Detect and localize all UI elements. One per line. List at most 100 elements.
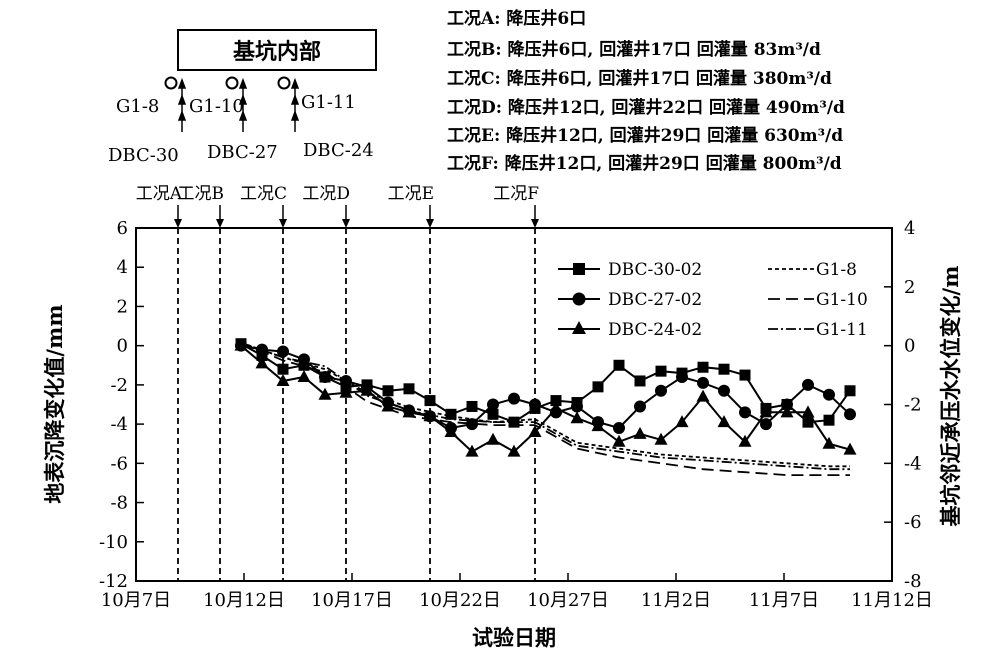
point-dbc-30-02 — [550, 395, 562, 407]
point-dbc-24-02 — [276, 373, 290, 386]
point-dbc-24-02 — [570, 411, 584, 424]
point-dbc-27-02 — [676, 371, 688, 384]
point-dbc-24-02 — [255, 356, 269, 369]
y2-axis-title: 基坑邻近承压水水位变化/m — [938, 266, 963, 527]
series-line-dbc-30-02 — [240, 342, 851, 424]
point-dbc-24-02 — [717, 415, 731, 428]
point-dbc-24-02 — [486, 432, 500, 445]
condition-desc-d: 工况D: 降压井12口, 回灌井22口 回灌量 490m³/d — [447, 97, 845, 118]
point-dbc-30-02 — [277, 363, 289, 375]
point-dbc-27-02 — [760, 418, 772, 431]
condition-label-工况a: 工况A — [136, 184, 183, 204]
point-label-dbc-30: DBC-30 — [108, 145, 179, 166]
legend-label-dbc-30-02: DBC-30-02 — [608, 260, 702, 280]
y-tick-label: -8 — [110, 493, 128, 514]
point-dbc-24-02 — [234, 338, 248, 351]
point-dbc-24-02 — [549, 401, 563, 414]
point-dbc-30-02 — [487, 408, 499, 420]
condition-desc-c: 工况C: 降压井6口, 回灌井17口 回灌量 380m³/d — [447, 68, 832, 89]
y-tick-label: -10 — [99, 532, 128, 553]
point-dbc-24-02 — [612, 434, 626, 447]
point-dbc-27-02 — [655, 384, 667, 397]
legend-label-dbc-27-02: DBC-27-02 — [608, 290, 702, 310]
legend-label-dbc-24-02: DBC-24-02 — [608, 320, 702, 340]
point-dbc-24-02 — [465, 444, 479, 457]
well-g1-11-symbol — [277, 76, 291, 90]
point-dbc-24-02 — [654, 432, 668, 445]
condition-desc-e: 工况E: 降压井12口, 回灌井29口 回灌量 630m³/d — [447, 125, 843, 146]
point-dbc-30-02 — [823, 414, 835, 426]
condition-label-工况b: 工况B — [178, 184, 225, 204]
point-dbc-30-02 — [718, 363, 730, 375]
axis-ticks: 6 4 2 0 -2 -4 -6 -8 -10 -12 4 2 0 -2 -4 -6 -8 10月7日 10月12日… — [99, 218, 933, 611]
point-dbc-24-02 — [822, 436, 836, 449]
condition-arrowhead-工况b — [216, 219, 224, 228]
point-dbc-30-02 — [508, 416, 520, 428]
y-tick-label: -6 — [110, 453, 128, 474]
y-axis-title: 地表沉降变化值/mm — [42, 304, 67, 503]
schematic: 基坑内部 G1-8 G1-10 G1-11 DBC-30 DBC-27 DBC-… — [108, 29, 377, 166]
point-dbc-30-02 — [403, 383, 415, 395]
point-dbc-27-02 — [802, 378, 814, 391]
point-dbc-30-02 — [382, 385, 394, 397]
condition-label-工况f: 工况F — [493, 184, 539, 204]
point-dbc-27-02 — [823, 388, 835, 401]
point-dbc-30-02 — [739, 369, 751, 381]
point-dbc-30-02 — [655, 365, 667, 377]
y2-tick-label: 4 — [904, 218, 915, 239]
point-dbc-27-02 — [739, 406, 751, 419]
y2-tick-label: 2 — [904, 277, 915, 298]
point-label-dbc-27: DBC-27 — [207, 142, 278, 163]
point-dbc-27-02 — [697, 376, 709, 389]
legend-label-g1-11: G1-11 — [816, 320, 868, 340]
series-line-g1-11 — [240, 341, 850, 471]
well-label-g1-11: G1-11 — [301, 92, 356, 113]
condition-label-工况d: 工况D — [302, 184, 350, 204]
x-tick-label: 10月12日 — [203, 590, 285, 611]
legend-marker-dbc-24-02 — [572, 321, 586, 334]
legend-marker-dbc-27-02 — [572, 292, 586, 306]
x-tick-label: 11月12日 — [851, 590, 933, 611]
point-dbc-24-02 — [801, 405, 815, 418]
point-dbc-27-02 — [466, 418, 478, 431]
condition-arrowhead-工况d — [342, 219, 350, 228]
point-dbc-27-02 — [529, 398, 541, 411]
y2-tick-label: -6 — [904, 512, 922, 533]
point-dbc-27-02 — [613, 422, 625, 435]
condition-arrowhead-工况c — [279, 219, 287, 228]
settlement-lines — [234, 338, 857, 457]
well-label-g1-8: G1-8 — [116, 96, 159, 117]
point-dbc-24-02 — [780, 405, 794, 418]
condition-arrowhead-工况a — [174, 219, 182, 228]
condition-desc-f: 工况F: 降压井12口, 回灌井29口 回灌量 800m³/d — [447, 153, 842, 174]
series-line-dbc-27-02 — [240, 344, 851, 430]
x-tick-label: 11月2日 — [641, 590, 711, 611]
point-dbc-24-02 — [675, 415, 689, 428]
point-dbc-24-02 — [402, 405, 416, 418]
series-line-dbc-24-02 — [240, 344, 851, 453]
point-dbc-30-02 — [844, 385, 856, 397]
point-dbc-30-02 — [424, 395, 436, 407]
point-dbc-24-02 — [633, 426, 647, 439]
point-dbc-27-02 — [319, 371, 331, 384]
condition-label-工况c: 工况C — [240, 184, 287, 204]
y-tick-label: 2 — [117, 296, 128, 317]
x-tick-label: 10月7日 — [101, 590, 171, 611]
condition-arrowhead-工况f — [531, 219, 539, 228]
condition-label-工况e: 工况E — [388, 184, 434, 204]
point-dbc-30-02 — [466, 400, 478, 412]
y-tick-label: -2 — [110, 375, 128, 396]
point-dbc-24-02 — [318, 387, 332, 400]
y2-tick-label: -4 — [904, 453, 922, 474]
point-dbc-24-02 — [381, 399, 395, 412]
pit-interior-title: 基坑内部 — [233, 39, 321, 65]
point-dbc-27-02 — [508, 392, 520, 405]
y-tick-label: 0 — [117, 336, 128, 357]
well-g1-10-symbol — [225, 76, 239, 90]
point-dbc-24-02 — [738, 434, 752, 447]
point-dbc-27-02 — [781, 398, 793, 411]
point-dbc-24-02 — [360, 383, 374, 396]
y-tick-label: -4 — [110, 414, 128, 435]
point-dbc-30-02 — [445, 408, 457, 420]
